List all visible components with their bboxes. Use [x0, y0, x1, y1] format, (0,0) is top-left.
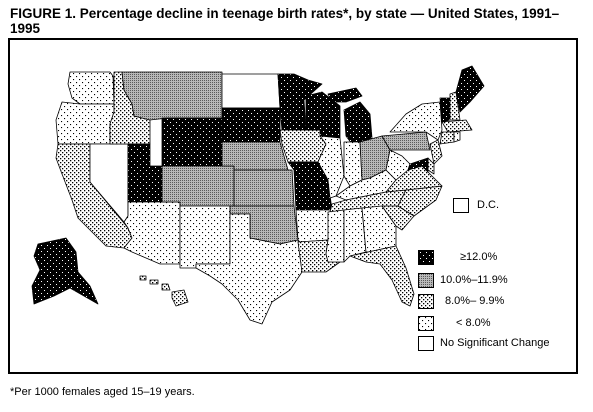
- legend-label-dense-gray: 10.0%–11.9%: [440, 274, 508, 286]
- state-ia: [279, 129, 327, 163]
- legend-swatch-dense-gray: [418, 273, 434, 288]
- map-frame: D.C. ≥12.0% 10.0%–11.9% 8.0%– 9.9% < 8.0…: [8, 38, 578, 374]
- state-md: [407, 157, 429, 173]
- state-mi: [327, 87, 373, 145]
- state-ms: [325, 209, 345, 263]
- figure-title: FIGURE 1. Percentage decline in teenage …: [10, 6, 560, 36]
- state-vt: [439, 97, 451, 123]
- state-ne: [221, 141, 289, 171]
- state-in: [343, 141, 363, 187]
- us-map: [31, 65, 485, 325]
- state-fl: [349, 245, 415, 307]
- state-co: [161, 165, 235, 207]
- state-or: [55, 101, 115, 145]
- state-hi: [139, 275, 189, 307]
- legend-swatch-white: [418, 336, 434, 351]
- state-sc: [381, 205, 415, 231]
- dc-swatch: [453, 198, 469, 213]
- state-ct: [439, 131, 455, 145]
- legend-swatch-light-dots: [418, 316, 434, 331]
- state-az: [123, 201, 181, 265]
- state-nm: [179, 205, 231, 269]
- legend-swatch-black: [418, 250, 434, 265]
- state-me: [455, 65, 485, 113]
- footnote: *Per 1000 females aged 15–19 years.: [10, 386, 195, 398]
- state-ny: [389, 101, 443, 141]
- state-mt: [121, 71, 223, 121]
- state-pa: [381, 131, 431, 151]
- legend-label-black: ≥12.0%: [460, 251, 498, 263]
- state-ut: [127, 143, 163, 203]
- state-nc: [397, 185, 443, 217]
- legend-label-light-dots: < 8.0%: [456, 317, 491, 329]
- state-ak: [31, 237, 99, 305]
- state-il: [317, 135, 345, 199]
- state-ma: [441, 119, 473, 133]
- state-wa: [67, 71, 115, 105]
- legend-label-white: No Significant Change: [440, 337, 550, 349]
- state-nj: [429, 139, 443, 165]
- legend-label-dots: 8.0%– 9.9%: [445, 295, 505, 307]
- state-mn: [277, 73, 323, 131]
- state-ar: [295, 209, 333, 243]
- state-ri: [453, 131, 461, 143]
- state-sd: [221, 107, 281, 143]
- state-ks: [233, 169, 295, 207]
- state-nd: [221, 73, 281, 109]
- state-nh: [449, 91, 461, 121]
- state-wy: [161, 117, 223, 167]
- legend-swatch-dots: [418, 294, 434, 309]
- dc-label: D.C.: [477, 199, 499, 211]
- state-tx: [195, 213, 303, 325]
